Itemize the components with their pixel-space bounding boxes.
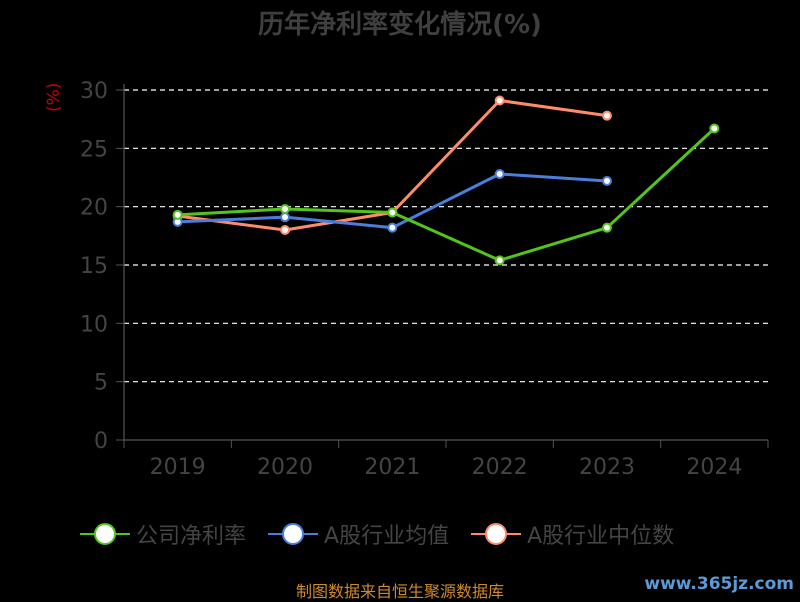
data-point bbox=[602, 222, 612, 233]
chart-legend: 公司净利率 A股行业均值 A股行业中位数 bbox=[80, 518, 696, 550]
data-point bbox=[494, 95, 505, 106]
x-tick-label: 2022 bbox=[472, 455, 528, 480]
data-point bbox=[602, 176, 612, 186]
x-tick-label: 2023 bbox=[579, 455, 635, 480]
chart-title: 历年净利率变化情况(%) bbox=[258, 10, 542, 40]
legend-marker-icon bbox=[80, 523, 130, 545]
legend-item-industry-average[interactable]: A股行业均值 bbox=[268, 518, 449, 550]
x-tick-label: 2020 bbox=[257, 455, 313, 480]
data-point bbox=[494, 169, 505, 179]
legend-item-company[interactable]: 公司净利率 bbox=[80, 518, 246, 550]
legend-item-industry-median[interactable]: A股行业中位数 bbox=[471, 518, 674, 550]
data-point bbox=[602, 110, 612, 121]
data-point bbox=[280, 212, 290, 223]
data-point bbox=[387, 222, 398, 233]
series-line bbox=[177, 127, 716, 262]
y-tick-label: 15 bbox=[80, 254, 108, 279]
series-line bbox=[177, 172, 608, 230]
data-point bbox=[280, 204, 290, 214]
data-point bbox=[172, 209, 183, 220]
y-tick-label: 20 bbox=[80, 196, 108, 221]
legend-marker-icon bbox=[471, 523, 522, 545]
legend-label: A股行业中位数 bbox=[527, 524, 675, 549]
watermark-logo: www.365jz.com bbox=[644, 574, 794, 594]
data-point bbox=[280, 225, 290, 235]
data-point bbox=[387, 207, 398, 218]
x-tick-label: 2021 bbox=[364, 455, 420, 480]
data-source-note: 制图数据来自恒生聚源数据库 bbox=[295, 582, 504, 601]
x-tick-label: 2019 bbox=[150, 455, 206, 480]
x-tick-label: 2024 bbox=[686, 455, 742, 480]
legend-label: A股行业均值 bbox=[324, 524, 450, 549]
y-tick-label: 5 bbox=[94, 371, 108, 396]
legend-label: 公司净利率 bbox=[136, 524, 247, 549]
data-point bbox=[494, 255, 505, 266]
legend-marker-icon bbox=[268, 523, 319, 545]
data-point bbox=[709, 123, 720, 134]
y-tick-label: 10 bbox=[80, 312, 108, 337]
y-tick-label: 25 bbox=[80, 137, 108, 162]
y-tick-label: 30 bbox=[80, 79, 108, 104]
y-tick-label: 0 bbox=[94, 429, 108, 454]
